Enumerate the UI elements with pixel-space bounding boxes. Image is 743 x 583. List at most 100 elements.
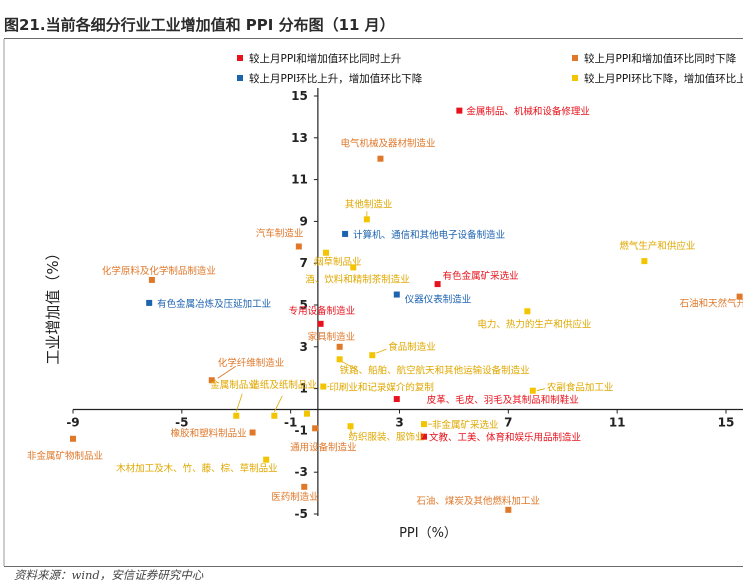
legend-marker-3: [572, 75, 578, 81]
x-tick-label-7: 7: [504, 416, 512, 430]
y-tick-label-5: 5: [300, 298, 308, 312]
data-point-3-12: [420, 421, 427, 428]
y-axis-title: 工业增加值（%）: [44, 245, 62, 364]
legend-label-0: 较上月PPI和增加值环比同时上升: [249, 52, 401, 65]
data-point-3-4: [524, 308, 531, 315]
y-tick-label-3: 3: [300, 340, 308, 354]
leader-line-3-8: [536, 388, 545, 392]
data-point-1-4: [336, 343, 343, 350]
data-point-2-2: [393, 291, 400, 298]
y-tick-label-1: 1: [300, 382, 308, 396]
y-tick-label-15: 15: [291, 89, 308, 103]
y-tick-label--3: -3: [295, 465, 308, 479]
point-label-3-0: 其他制造业: [345, 198, 393, 210]
point-label-1-9: 石油、煤炭及其他燃料加工业: [416, 495, 540, 507]
data-point-3-2: [323, 249, 330, 256]
data-point-1-10: [70, 435, 76, 442]
point-label-0-1: 有色金属矿采选业: [443, 270, 519, 282]
point-label-3-2: 烟草制品业: [314, 256, 362, 268]
legend-label-1: 较上月PPI和增加值环比同时下降: [584, 52, 737, 65]
point-label-3-9: 造纸及纸制品业: [250, 379, 317, 391]
point-label-1-3: 石油和天然气开: [680, 298, 743, 310]
point-label-1-5: 化学纤维制造业: [218, 357, 285, 369]
data-point-3-1: [641, 258, 648, 265]
x-tick-label--1: -1: [284, 416, 297, 430]
data-point-1-0: [377, 155, 384, 162]
point-label-3-10: 金属制品业: [210, 379, 258, 391]
point-label-3-12: 非金属矿采选业: [432, 419, 499, 431]
x-tick-label--9: -9: [66, 416, 79, 430]
data-point-0-4: [420, 433, 427, 440]
point-label-1-4: 家具制造业: [308, 331, 356, 343]
point-label-3-8: 农副食品加工业: [547, 382, 614, 394]
data-point-1-3: [736, 293, 743, 300]
data-point-0-0: [456, 107, 463, 114]
data-point-3-8: [529, 387, 536, 394]
data-point-1-2: [148, 276, 155, 283]
data-point-3-10: [233, 412, 240, 419]
leader-line-3-9: [273, 395, 283, 412]
point-label-0-3: 皮革、毛皮、羽毛及其制品和制鞋业: [427, 394, 579, 406]
point-label-1-10: 非金属矿物制品业: [27, 450, 103, 462]
legend-marker-2: [237, 75, 243, 81]
legend-label-2: 较上月PPI环比上升，增加值环比下降: [249, 72, 423, 85]
figure-title: 图21.当前各细分行业工业增加值和 PPI 分布图（11 月）: [4, 16, 395, 34]
data-point-3-7: [320, 383, 327, 390]
point-label-0-2: 专用设备制造业: [289, 305, 356, 317]
point-label-3-13: 纺织服装、服饰业: [349, 431, 425, 443]
data-point-3-11: [303, 410, 310, 417]
leader-line-3-10: [235, 393, 243, 412]
point-label-1-2: 化学原料及化学制品制造业: [102, 265, 216, 277]
data-point-2-0: [342, 230, 349, 237]
x-tick-label-3: 3: [395, 416, 403, 430]
data-point-3-13: [347, 423, 354, 430]
x-axis-title: PPI（%）: [399, 526, 457, 541]
point-label-3-4: 电力、热力的生产和供应业: [477, 318, 591, 330]
point-label-3-7: 印刷业和记录媒介的复制: [329, 382, 434, 394]
y-tick-label-9: 9: [300, 214, 308, 228]
y-tick-label--5: -5: [295, 507, 308, 521]
data-point-2-1: [146, 299, 153, 306]
point-label-1-6: 橡胶和塑料制品业: [171, 427, 247, 439]
data-point-3-3: [350, 264, 357, 271]
point-label-2-0: 计算机、通信和其他电子设备制造业: [353, 229, 505, 241]
point-label-2-2: 仪器仪表制造业: [405, 294, 472, 306]
data-point-0-3: [393, 396, 400, 403]
data-point-0-2: [317, 320, 324, 327]
leader-line-1-5: [217, 365, 236, 379]
legend-marker-1: [572, 55, 578, 61]
y-tick-label--1: -1: [295, 423, 308, 437]
data-point-1-9: [505, 506, 512, 513]
point-label-1-1: 汽车制造业: [256, 227, 304, 239]
point-label-3-1: 燃气生产和供应业: [619, 240, 695, 252]
point-label-1-7: 通用设备制造业: [290, 441, 357, 453]
point-label-1-8: 医药制造业: [271, 491, 319, 503]
leader-line-3-5: [376, 348, 387, 354]
legend-marker-0: [237, 55, 243, 61]
point-label-0-0: 金属制品、机械和设备修理业: [466, 106, 590, 118]
title-rule: [4, 38, 743, 39]
leader-line-3-13: [350, 429, 353, 437]
y-tick-label-11: 11: [291, 173, 308, 187]
x-tick-label-15: 15: [718, 416, 735, 430]
source-note: 资料来源：wind，安信证券研究中心: [14, 568, 204, 582]
data-point-0-1: [434, 281, 441, 288]
data-point-3-14: [263, 456, 270, 463]
point-label-0-4: 文教、工美、体育和娱乐用品制造业: [429, 432, 581, 444]
point-label-3-5: 食品制造业: [388, 341, 436, 353]
point-label-3-6: 铁路、船舶、航空航天和其他运输设备制造业: [340, 364, 530, 376]
data-point-3-0: [363, 216, 370, 223]
y-tick-label-13: 13: [291, 131, 308, 145]
bottom-rule: [4, 566, 743, 567]
legend-label-3: 较上月PPI环比下降，增加值环比上升: [584, 72, 743, 85]
point-label-2-1: 有色金属冶炼及压延加工业: [157, 298, 271, 310]
data-point-3-6: [336, 356, 343, 363]
data-point-3-9: [271, 412, 278, 419]
point-label-3-14: 木材加工及木、竹、藤、棕、草制品业: [116, 463, 278, 475]
y-tick-label-7: 7: [300, 256, 308, 270]
data-point-1-7: [312, 425, 319, 432]
data-point-3-5: [369, 352, 376, 359]
data-point-1-5: [208, 377, 215, 384]
data-point-1-8: [301, 483, 308, 490]
